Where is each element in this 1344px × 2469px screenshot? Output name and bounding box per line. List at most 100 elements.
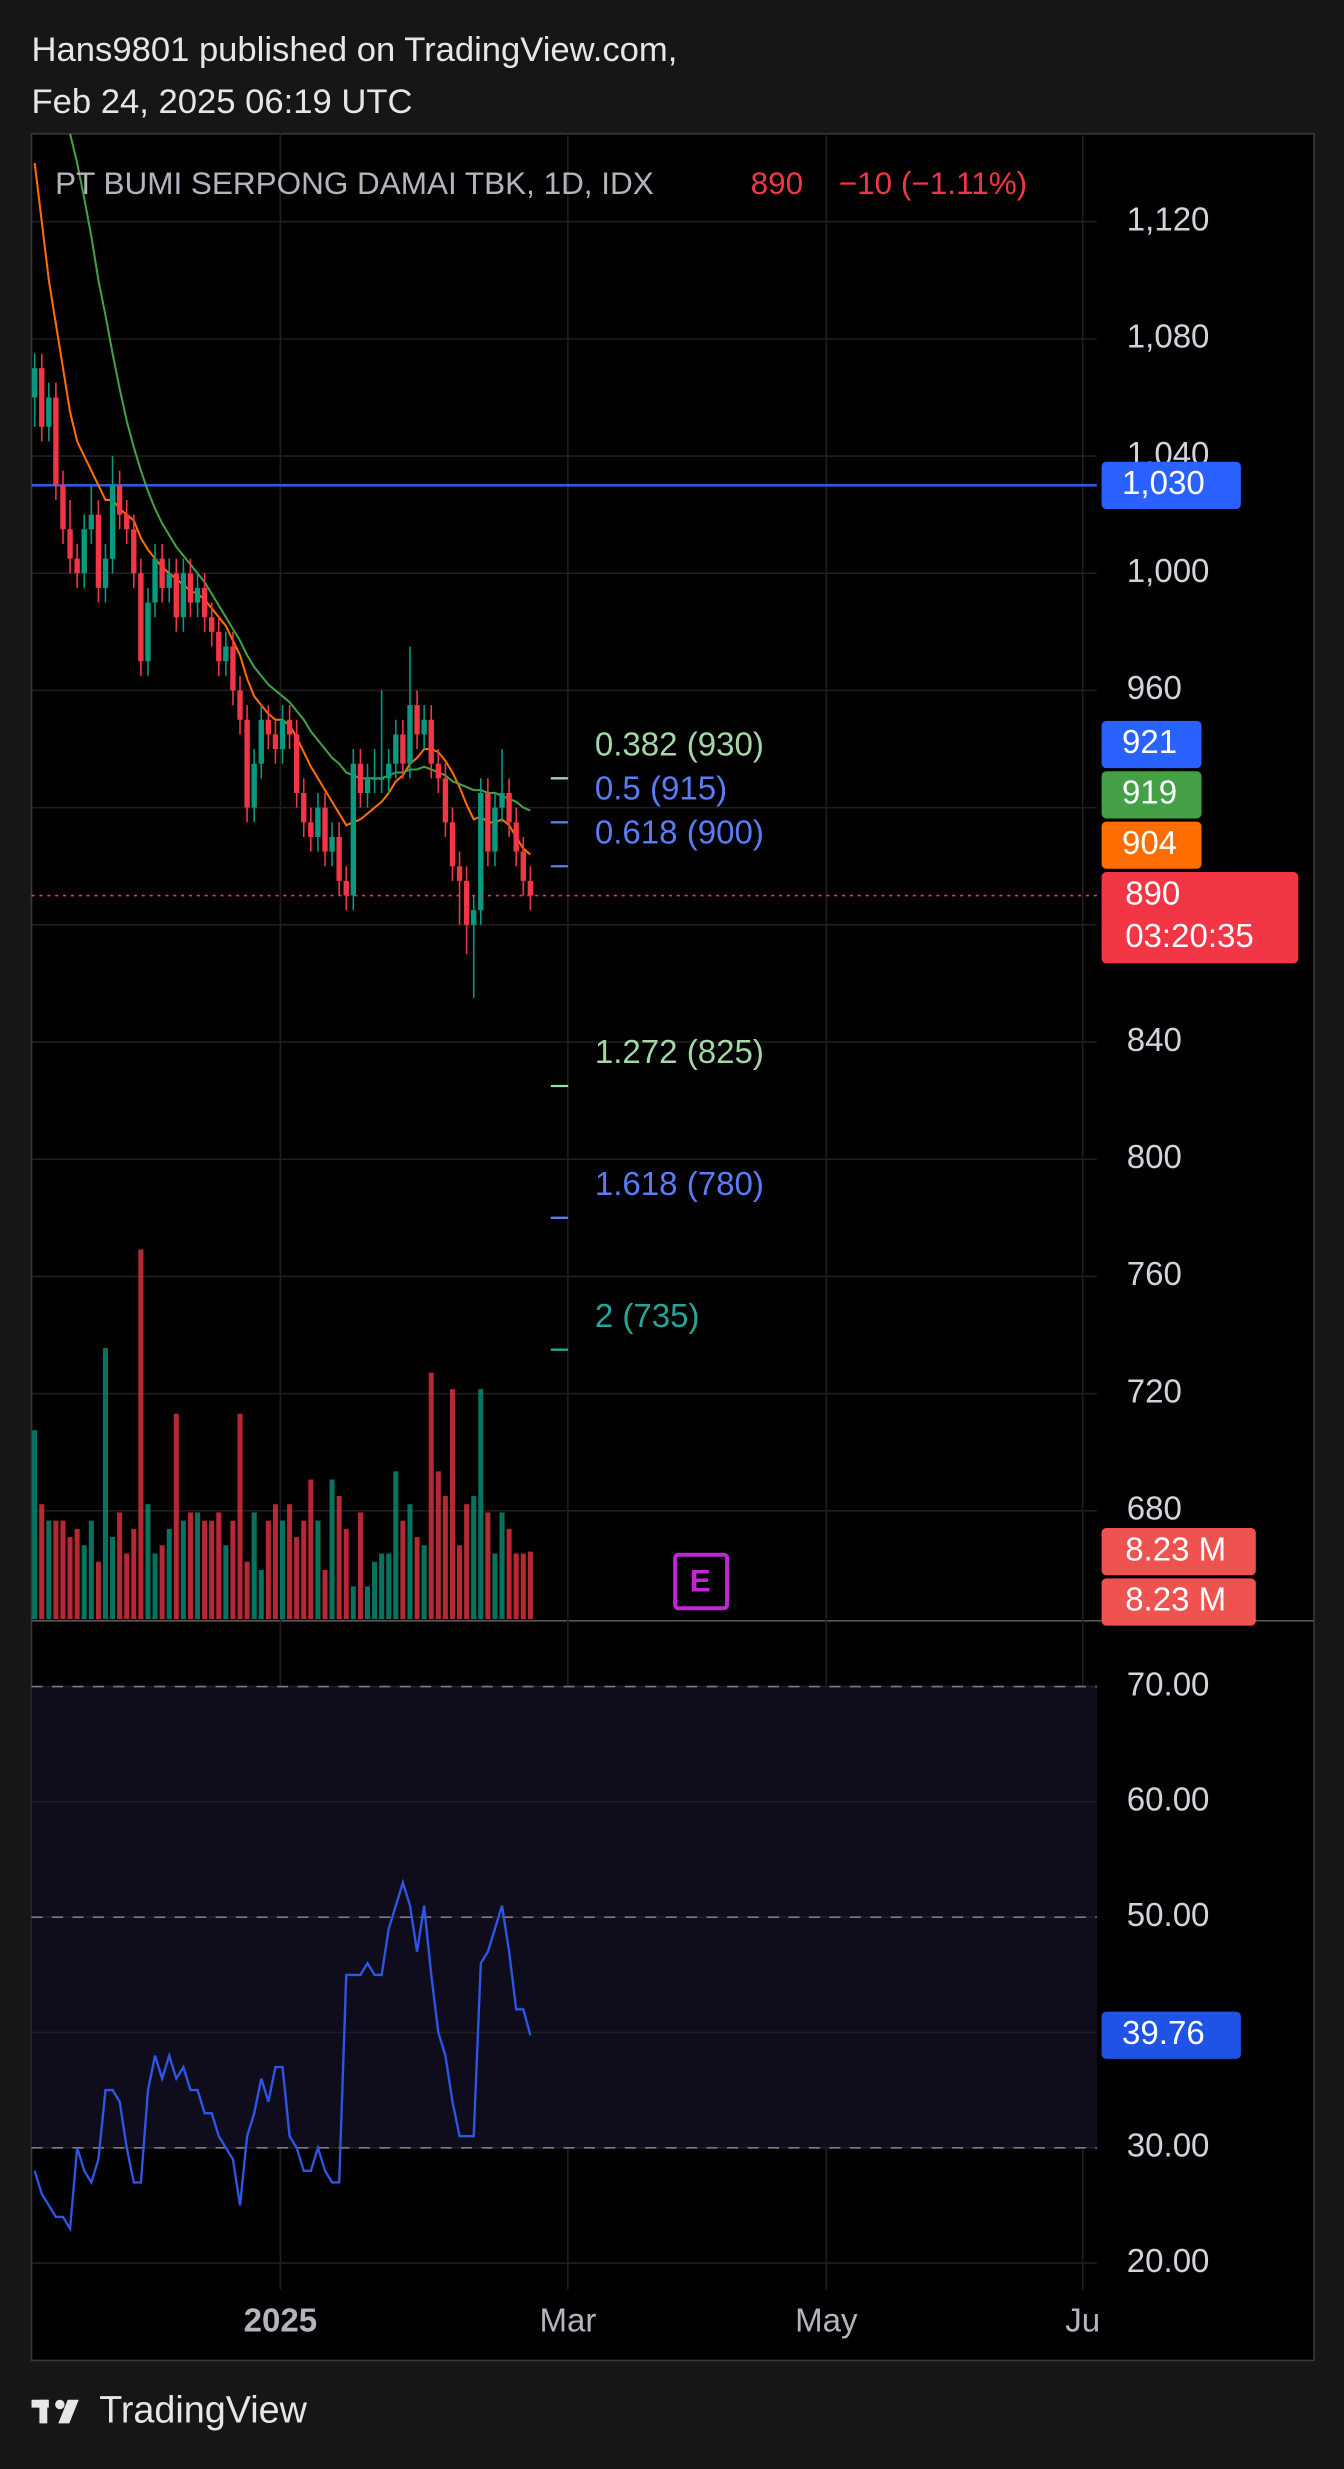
volume-bar: [32, 1430, 38, 1620]
price-badge: [1101, 871, 1299, 964]
candle-body: [520, 851, 526, 881]
event-label: E: [690, 1563, 711, 1598]
y-tick-label: 840: [1127, 1022, 1182, 1059]
price-layer: [31, 133, 534, 999]
volume-bar: [457, 1545, 463, 1620]
candle-body: [463, 880, 470, 925]
fib-label: 0.618 (900): [595, 815, 764, 852]
volume-bar: [131, 1528, 137, 1620]
volume-bar: [372, 1561, 378, 1620]
rsi-line: [33, 1878, 532, 2233]
volume-bar: [251, 1512, 257, 1620]
candle-body: [46, 397, 52, 427]
volume-bar: [272, 1504, 278, 1620]
volume-badge: [1101, 1528, 1256, 1576]
candle-body: [131, 529, 137, 574]
price-badge: [1101, 461, 1241, 509]
volume-bar: [499, 1512, 505, 1620]
candle-body: [471, 910, 477, 925]
candle-body: [286, 719, 293, 735]
x-tick-label: 2025: [244, 2302, 317, 2339]
rsi-badge-label: 39.76: [1122, 2015, 1205, 2052]
legend-change: −10 (−1.11%): [839, 166, 1027, 201]
candle-body: [216, 631, 222, 662]
volume-bar: [449, 1389, 455, 1620]
volume-bar: [336, 1495, 342, 1620]
volume-bar: [315, 1520, 321, 1620]
volume-bar: [117, 1512, 123, 1620]
volume-bar: [329, 1479, 335, 1620]
candle-body: [506, 792, 512, 823]
candle-body: [251, 763, 257, 808]
candle-body: [237, 690, 243, 720]
rsi-tick-label: 70.00: [1127, 1666, 1210, 1703]
rsi-tick-label: 20.00: [1127, 2243, 1210, 2280]
footer-logo: [31, 2399, 79, 2424]
volume-bar: [393, 1471, 399, 1620]
y-tick-label: 760: [1127, 1256, 1182, 1293]
candle-body: [166, 573, 172, 588]
volume-bar: [400, 1520, 406, 1620]
rsi-tick-label: 50.00: [1127, 1897, 1210, 1934]
volume-bar: [471, 1495, 477, 1620]
volume-bar: [414, 1537, 420, 1620]
volume-bar: [110, 1537, 116, 1620]
candle-body: [209, 617, 215, 632]
candle-body: [152, 558, 158, 603]
y-tick-label: 960: [1127, 670, 1182, 707]
volume-bar: [53, 1520, 59, 1620]
volume-bar: [102, 1348, 108, 1620]
volume-bar: [237, 1413, 243, 1620]
candle-body: [95, 514, 102, 588]
candle-body: [109, 485, 116, 559]
footer-brand: TradingView: [99, 2389, 307, 2431]
volume-bar: [209, 1520, 215, 1620]
volume-bar: [527, 1551, 533, 1620]
volume-bar: [159, 1545, 165, 1620]
volume-badge-label: 8.23 M: [1125, 1582, 1226, 1619]
volume-bar: [46, 1520, 52, 1620]
volume-bar: [442, 1495, 448, 1620]
candle-body: [421, 719, 427, 735]
candle-body: [194, 587, 201, 603]
fib-label: 1.618 (780): [595, 1166, 764, 1203]
candle-body: [258, 719, 264, 764]
candle-body: [180, 573, 187, 618]
volume-bar: [485, 1512, 491, 1620]
rsi-layer: [33, 1878, 532, 2233]
volume-bar: [492, 1553, 498, 1620]
candle-body: [201, 587, 208, 618]
header-line: Hans9801 published on TradingView.com,: [32, 31, 678, 69]
candle-body: [74, 558, 80, 574]
moving-average: [69, 133, 531, 812]
candle-body: [492, 807, 498, 852]
volume-bar: [187, 1512, 193, 1620]
candle-body: [60, 485, 66, 530]
x-tick-label: Mar: [539, 2302, 596, 2339]
volume-bar: [265, 1520, 271, 1620]
candle-body: [357, 763, 364, 793]
price-badge: [1101, 720, 1202, 769]
y-tick-label: 680: [1127, 1491, 1182, 1528]
candle-body: [272, 734, 279, 750]
candle-body: [449, 822, 456, 867]
volume-bar: [166, 1528, 172, 1620]
volume-bar: [39, 1504, 45, 1620]
candle-body: [400, 734, 406, 764]
candle-body: [513, 822, 519, 852]
rsi-badge: [1101, 2011, 1241, 2059]
volume-bar: [74, 1528, 80, 1620]
volume-bar: [428, 1372, 434, 1620]
fib-label: 0.5 (915): [595, 771, 727, 808]
candle-body: [223, 646, 229, 662]
volume-bar: [520, 1553, 526, 1620]
volume-bar: [244, 1561, 250, 1620]
rsi-tick-label: 60.00: [1127, 1782, 1210, 1819]
fib-label: 1.272 (825): [595, 1034, 764, 1071]
volume-bar: [301, 1520, 307, 1620]
volume-bar: [357, 1512, 363, 1620]
volume-bar: [202, 1520, 208, 1620]
legend-symbol: PT BUMI SERPONG DAMAI TBK, 1D, IDX: [55, 166, 654, 201]
volume-bar: [464, 1504, 470, 1620]
price-badge-label: 904: [1122, 825, 1177, 862]
